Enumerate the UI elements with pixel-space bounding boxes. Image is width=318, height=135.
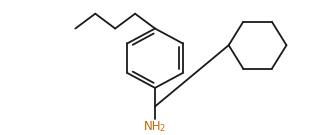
Text: 2: 2	[159, 124, 165, 133]
Text: NH: NH	[144, 120, 162, 133]
